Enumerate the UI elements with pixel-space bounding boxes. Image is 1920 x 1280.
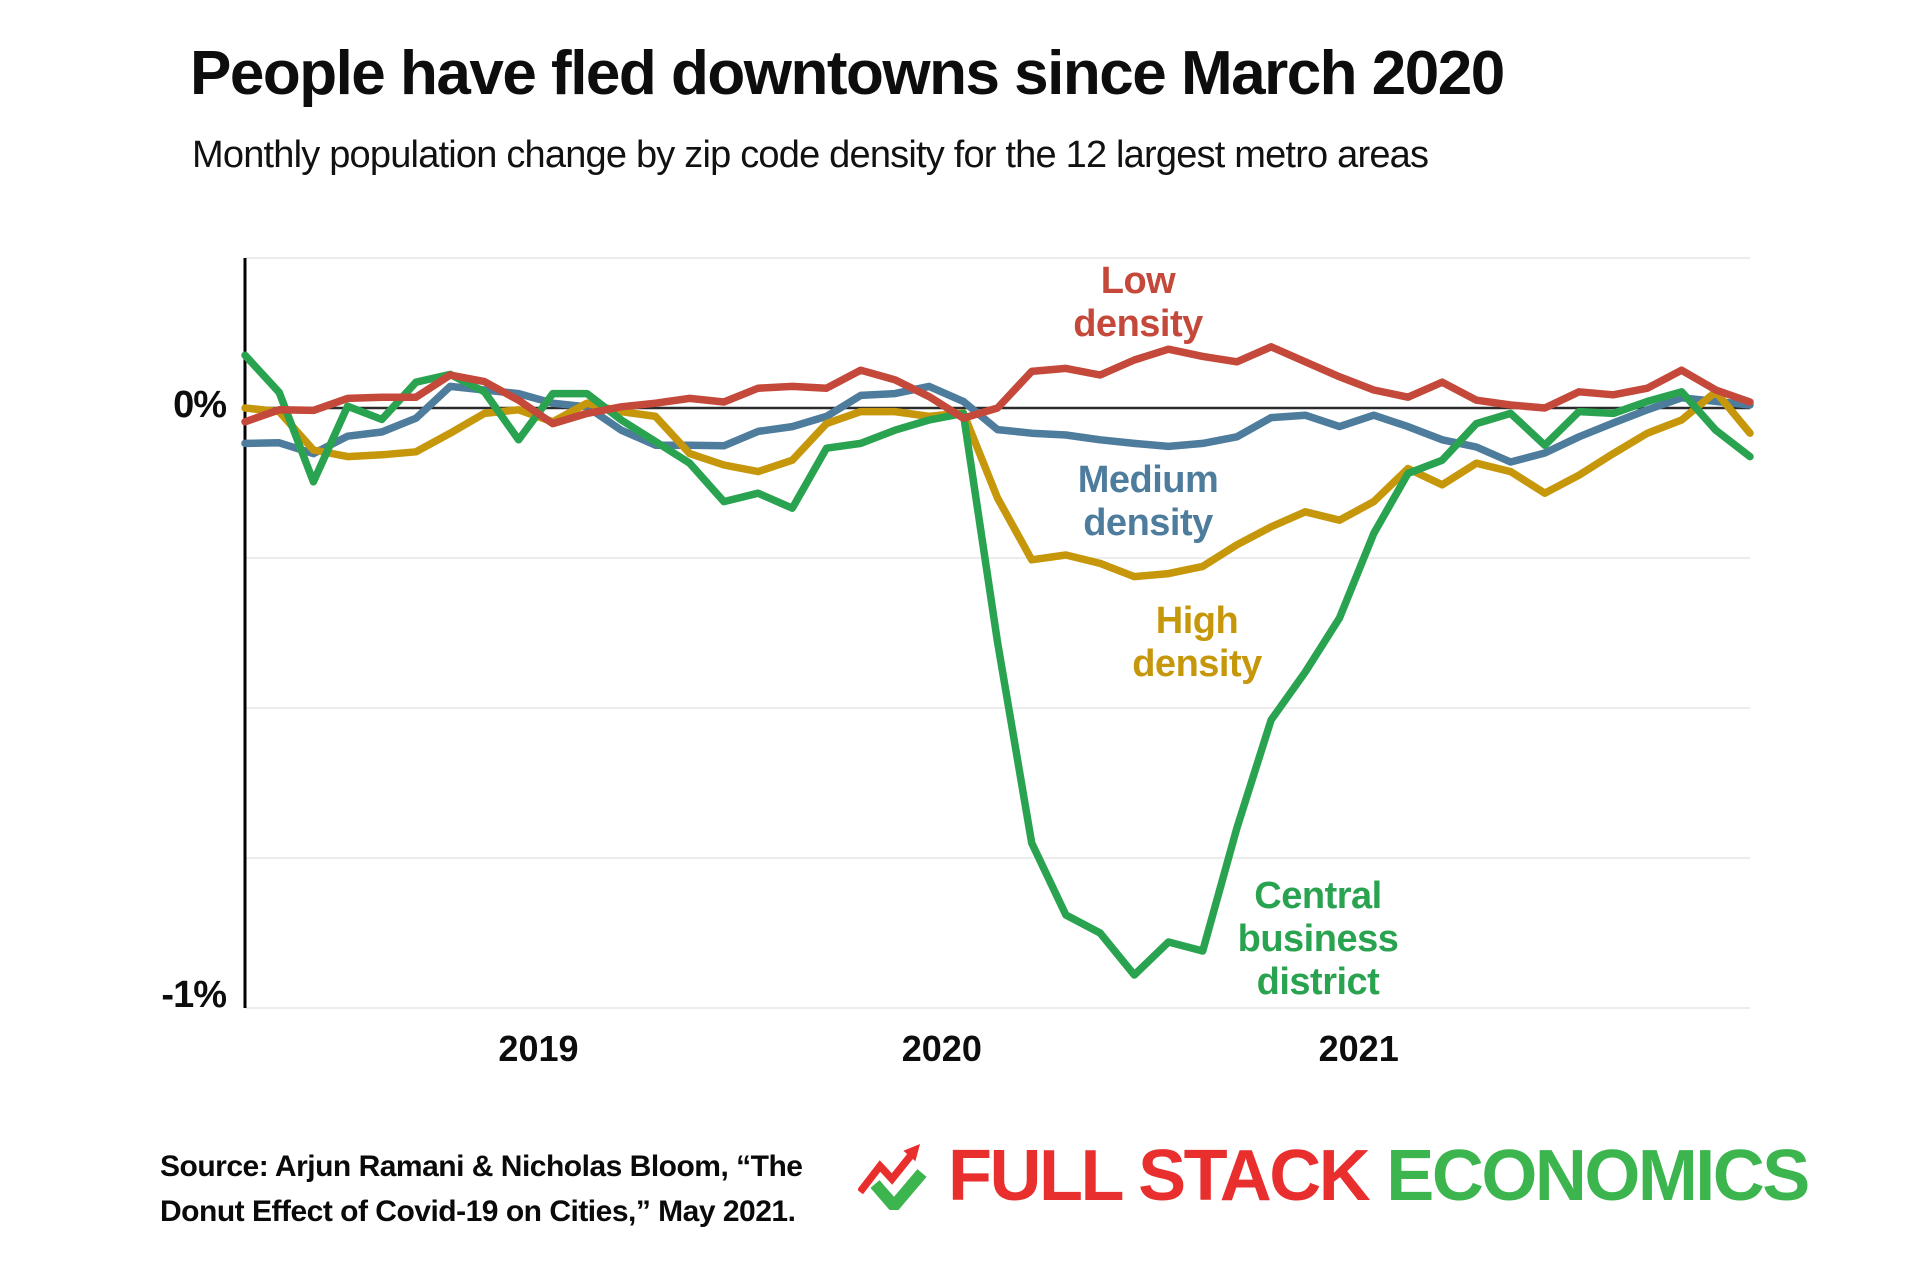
series-label-medium-density: Medium density bbox=[1077, 459, 1219, 544]
logo-text-economics: ECONOMICS bbox=[1386, 1136, 1810, 1216]
series-label-high-density: High density bbox=[1132, 600, 1262, 685]
trend-arrow-with-check-icon bbox=[858, 1144, 927, 1210]
y-axis-tick-zero: 0% bbox=[173, 384, 227, 426]
x-axis-label-2020: 2020 bbox=[901, 1028, 982, 1069]
x-axis-label-2021: 2021 bbox=[1318, 1028, 1399, 1069]
source-note: Source: Arjun Ramani & Nicholas Bloom, “… bbox=[160, 1150, 803, 1228]
y-axis-tick-minus-one: -1% bbox=[161, 974, 227, 1016]
x-axis-label-2019: 2019 bbox=[498, 1028, 579, 1069]
series-label-low-density: Low density bbox=[1073, 260, 1203, 345]
series-line-central-business-district bbox=[241, 351, 1754, 979]
full-stack-economics-logo: FULL STACK ECONOMICS bbox=[858, 1134, 1810, 1218]
series-line-low-density bbox=[241, 343, 1754, 428]
series-label-central-business-district: Central business district bbox=[1237, 875, 1399, 1003]
chart-subtitle: Monthly population change by zip code de… bbox=[192, 134, 1429, 176]
chart-title: People have fled downtowns since March 2… bbox=[190, 39, 1505, 108]
logo-text-full-stack: FULL STACK bbox=[948, 1136, 1371, 1216]
